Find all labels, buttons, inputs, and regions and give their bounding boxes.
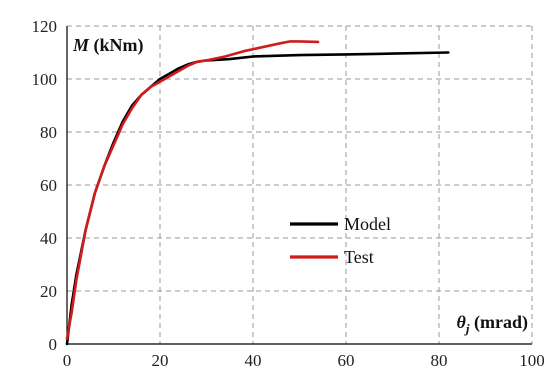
y-tick-label: 0 [49,335,58,354]
y-axis-label: M (kNm) [72,35,144,56]
legend: Model Test [290,214,391,267]
legend-label-model: Model [344,214,391,234]
y-tick-label: 120 [32,17,58,36]
x-tick-label: 80 [431,351,448,370]
data-series [65,40,450,346]
x-tick-label: 20 [152,351,169,370]
y-tick-label: 40 [40,229,57,248]
x-axis-label: θj (mrad) [457,312,528,336]
x-tick-label: 60 [338,351,355,370]
x-tick-label: 100 [519,351,545,370]
series-line-model [65,51,450,346]
legend-label-test: Test [344,247,374,267]
grid-lines [67,25,533,344]
y-tick-label: 100 [32,70,58,89]
y-tick-label: 60 [40,176,57,195]
y-tick-label: 80 [40,123,57,142]
axes [66,26,532,345]
y-tick-label: 20 [40,282,57,301]
x-tick-label: 0 [63,351,72,370]
series-line-test [65,40,320,341]
tick-labels: 0 20 40 60 80 100 0 20 40 60 80 100 120 [32,17,545,370]
x-tick-label: 40 [245,351,262,370]
